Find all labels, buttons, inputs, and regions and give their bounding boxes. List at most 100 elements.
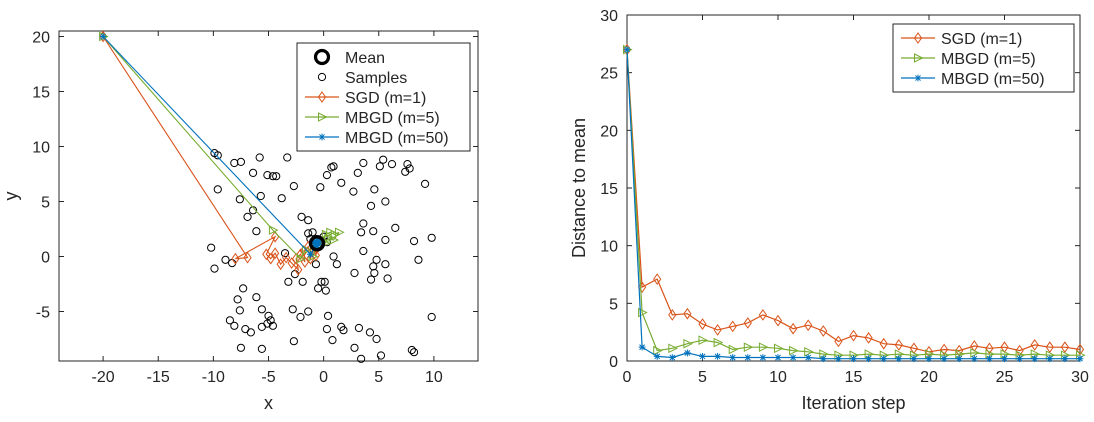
data-point: [939, 343, 949, 356]
sample-point: [210, 149, 219, 158]
series-line: [626, 49, 1081, 353]
data-point: [668, 308, 677, 321]
x-tick-label: -5: [261, 369, 275, 386]
x-tick-label: 0: [623, 369, 632, 386]
series-mbgd-m-50-: [623, 46, 1084, 363]
data-point: [985, 342, 994, 355]
trajectory-point: [315, 238, 323, 246]
data-point: [789, 345, 799, 356]
y-tick-label: 20: [32, 30, 50, 47]
sample-point: [296, 312, 305, 322]
sample-point: [370, 268, 379, 278]
sample-point: [379, 155, 388, 164]
sample-point: [332, 260, 341, 269]
data-point: [986, 355, 993, 363]
data-point: [850, 355, 857, 363]
sample-point: [263, 171, 272, 180]
data-point: [714, 352, 721, 360]
sample-point: [235, 195, 244, 204]
legend-label: MBGD (m=50): [941, 71, 1045, 88]
sample-point: [289, 337, 298, 346]
y-tick-label: 25: [600, 66, 618, 83]
legend-mean-marker: [313, 48, 331, 66]
sample-point: [427, 312, 436, 322]
sample-point: [297, 212, 306, 221]
data-point: [788, 322, 798, 335]
trajectory-point: [268, 225, 279, 235]
sample-point: [359, 246, 368, 256]
sample-point: [210, 264, 219, 273]
data-point: [728, 344, 739, 355]
sample-point: [317, 277, 326, 286]
sample-point: [359, 219, 368, 228]
data-point: [1031, 355, 1039, 363]
sample-point: [329, 252, 338, 261]
sample-point: [407, 345, 416, 355]
sample-point: [221, 255, 230, 264]
sample-point: [235, 306, 244, 315]
sample-point: [316, 183, 325, 192]
trajectory-point: [294, 263, 303, 276]
sample-point: [350, 268, 359, 278]
sample-point: [257, 305, 266, 314]
y-tick-label: 30: [600, 8, 618, 25]
sample-point: [243, 212, 252, 221]
data-point: [970, 355, 978, 363]
data-point: [789, 354, 797, 361]
sample-point: [349, 187, 358, 196]
data-point: [1001, 355, 1008, 363]
sample-point: [257, 344, 266, 353]
sample-point: [354, 323, 364, 333]
data-point: [773, 314, 783, 327]
data-point: [758, 342, 769, 352]
data-point: [637, 281, 647, 294]
sample-point: [381, 197, 390, 206]
sample-point: [376, 351, 386, 360]
sample-point: [369, 227, 378, 236]
y-tick-label: 0: [609, 354, 618, 371]
sample-point: [381, 235, 390, 245]
sample-point: [289, 182, 298, 191]
legend-entry: MBGD (m=5): [901, 51, 1036, 68]
data-point: [804, 319, 813, 332]
data-point: [849, 329, 858, 342]
sample-point: [370, 185, 379, 194]
sample-point: [350, 343, 359, 352]
x-tick-label: 25: [996, 369, 1014, 386]
sample-point: [304, 307, 313, 316]
data-point: [819, 325, 828, 337]
data-point: [895, 355, 903, 363]
trajectory-point: [320, 238, 331, 249]
sample-point: [381, 260, 390, 269]
x-tick-label: 10: [425, 369, 443, 386]
y-tick-label: 15: [32, 85, 50, 102]
legend-label: Mean: [345, 50, 385, 67]
sample-point: [241, 325, 250, 334]
trajectory-point: [276, 258, 285, 271]
sample-point: [339, 326, 348, 335]
x-axis-label: x: [264, 393, 273, 413]
sample-point: [414, 255, 423, 264]
sample-point: [239, 284, 248, 293]
sample-point: [207, 243, 216, 252]
right-line-chart: 0 5 10 15 20 25 30 0 5 10 15 20 25 30 Iteration step Di…: [569, 8, 1089, 413]
sample-point: [357, 228, 366, 237]
y-tick-label: 5: [41, 195, 50, 212]
sample-point: [225, 316, 235, 325]
sample-point: [213, 185, 222, 194]
legend-entry: Samples: [317, 70, 407, 87]
sample-point: [329, 162, 338, 171]
data-point: [1075, 343, 1085, 356]
trajectory-point: [271, 247, 280, 260]
data-point: [744, 354, 752, 361]
legend-label: SGD (m=1): [345, 90, 426, 107]
x-tick-label: 20: [920, 369, 938, 386]
sample-point: [357, 354, 366, 363]
trajectory-point: [99, 33, 107, 40]
legend-label: Samples: [345, 70, 407, 87]
sample-point: [257, 322, 266, 331]
x-tick-label: 0: [319, 369, 328, 386]
sample-point: [403, 160, 412, 169]
data-point: [668, 343, 678, 354]
y-tick-label: 10: [600, 239, 618, 256]
